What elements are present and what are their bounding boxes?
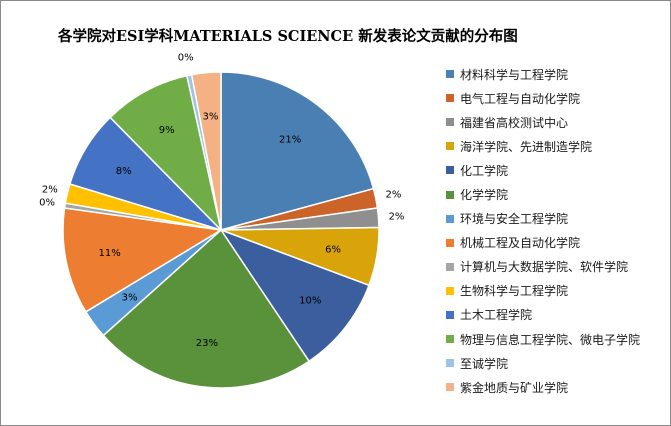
pie-slice-0: [220, 71, 375, 231]
legend-label-3: 海洋学院、先进制造学院: [460, 139, 593, 154]
legend-label-7: 机械工程及自动化学院: [460, 236, 581, 251]
pie-slice-4: [219, 228, 370, 363]
legend-label-2: 福建省高校测试中心: [460, 115, 569, 130]
pie-slice-13: [190, 71, 222, 231]
legend-label-10: 土木工程学院: [460, 308, 533, 323]
legend-swatch-12: [446, 359, 454, 368]
pie-slice-11: [109, 74, 223, 233]
legend-item-2: 福建省高校测试中心: [446, 110, 640, 134]
pie-label-0: 21%: [279, 135, 301, 146]
pie-label-2: 2%: [389, 211, 405, 222]
legend-label-4: 化工学院: [460, 163, 509, 178]
pie-label-4: 10%: [299, 296, 321, 307]
legend-label-9: 生物科学与工程学院: [460, 284, 569, 299]
legend-label-11: 物理与信息工程学院、微电子学院: [460, 332, 641, 347]
chart-legend: 材料科学与工程学院 电气工程与自动化学院 福建省高校测试中心海洋学院、先进制造学院化…: [446, 62, 640, 399]
pie-label-3: 6%: [325, 244, 341, 255]
pie-slice-7: [62, 207, 224, 313]
pie-label-13: 3%: [202, 112, 218, 123]
pie-label-8: 0%: [39, 198, 55, 209]
pie-label-9: 2%: [42, 184, 58, 195]
pie-label-12: 0%: [178, 53, 194, 64]
legend-item-10: 土木工程学院: [446, 303, 640, 327]
legend-swatch-13: [446, 383, 454, 392]
pie-label-10: 8%: [116, 166, 132, 177]
legend-item-11: 物理与信息工程学院、微电子学院: [446, 327, 640, 351]
legend-swatch-4: [446, 166, 454, 175]
chart-title: 各学院对ESI学科MATERIALS SCIENCE 新发表论文贡献的分布图: [58, 28, 518, 45]
legend-label-12: 至诚学院: [460, 356, 509, 371]
legend-swatch-1: [446, 94, 454, 103]
pie-label-5: 23%: [196, 338, 218, 349]
legend-item-0: 材料科学与工程学院: [446, 62, 640, 86]
legend-swatch-11: [446, 335, 454, 344]
legend-swatch-6: [446, 214, 454, 223]
legend-item-8: 计算机与大数据学院、软件学院: [446, 255, 640, 279]
legend-swatch-10: [446, 310, 454, 319]
legend-swatch-7: [446, 238, 454, 247]
legend-swatch-9: [446, 286, 454, 295]
legend-label-0: 材料科学与工程学院: [460, 67, 569, 82]
legend-label-8: 计算机与大数据学院、软件学院: [460, 260, 629, 275]
legend-swatch-3: [446, 142, 454, 151]
legend-label-6: 环境与安全工程学院: [460, 212, 569, 227]
legend-item-5: 化学学院: [446, 182, 640, 206]
pie-slice-5: [102, 228, 311, 389]
legend-item-1: 电气工程与自动化学院: [446, 86, 640, 110]
legend-item-9: 生物科学与工程学院: [446, 279, 640, 303]
legend-swatch-5: [446, 190, 454, 199]
pie-label-1: 2%: [385, 190, 401, 201]
legend-item-6: 环境与安全工程学院: [446, 207, 640, 231]
legend-label-5: 化学学院: [460, 188, 509, 203]
legend-item-3: 海洋学院、先进制造学院: [446, 134, 640, 158]
legend-item-7: 机械工程及自动化学院: [446, 231, 640, 255]
legend-swatch-8: [446, 262, 454, 271]
legend-label-1: 电气工程与自动化学院: [460, 91, 581, 106]
legend-label-13: 紫金地质与矿业学院: [460, 380, 569, 395]
pie-label-6: 3%: [122, 293, 138, 304]
legend-item-4: 化工学院: [446, 158, 640, 182]
legend-item-12: 至诚学院: [446, 351, 640, 375]
legend-swatch-2: [446, 118, 454, 127]
legend-item-13: 紫金地质与矿业学院: [446, 375, 640, 399]
legend-swatch-0: [446, 70, 454, 79]
pie-label-11: 9%: [159, 125, 175, 136]
pie-label-7: 11%: [98, 248, 120, 259]
